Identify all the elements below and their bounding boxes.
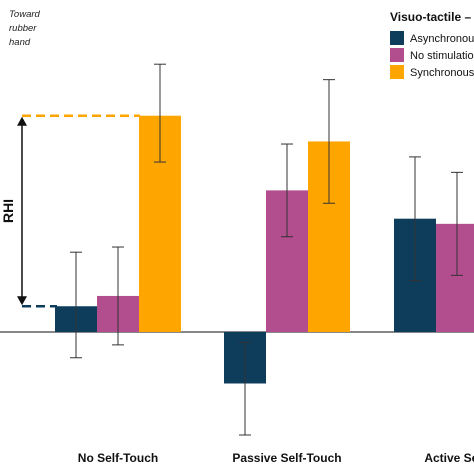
rhi-arrow-head-bottom bbox=[17, 296, 27, 306]
legend-label-1: Asynchronou bbox=[410, 33, 474, 45]
bar-no-stimulation-3 bbox=[436, 223, 474, 332]
direction-note-line1: Toward bbox=[9, 9, 41, 20]
x-tick-label: Active Self- bbox=[424, 451, 474, 465]
rhi-label: RHI bbox=[0, 199, 16, 223]
legend-swatch-3 bbox=[390, 65, 404, 79]
x-tick-label: No Self-Touch bbox=[78, 451, 158, 465]
legend-label-2: No stimulatio bbox=[410, 50, 474, 62]
direction-note-line3: hand bbox=[9, 37, 31, 48]
rhi-arrow-head-top bbox=[17, 116, 27, 126]
x-tick-label: Passive Self-Touch bbox=[232, 451, 341, 465]
legend-title: Visuo-tactile – bbox=[390, 10, 471, 24]
legend-label-3: Synchronous bbox=[410, 67, 474, 79]
legend-swatch-2 bbox=[390, 48, 404, 62]
direction-note-line2: rubber bbox=[9, 23, 37, 34]
legend-swatch-1 bbox=[390, 31, 404, 45]
